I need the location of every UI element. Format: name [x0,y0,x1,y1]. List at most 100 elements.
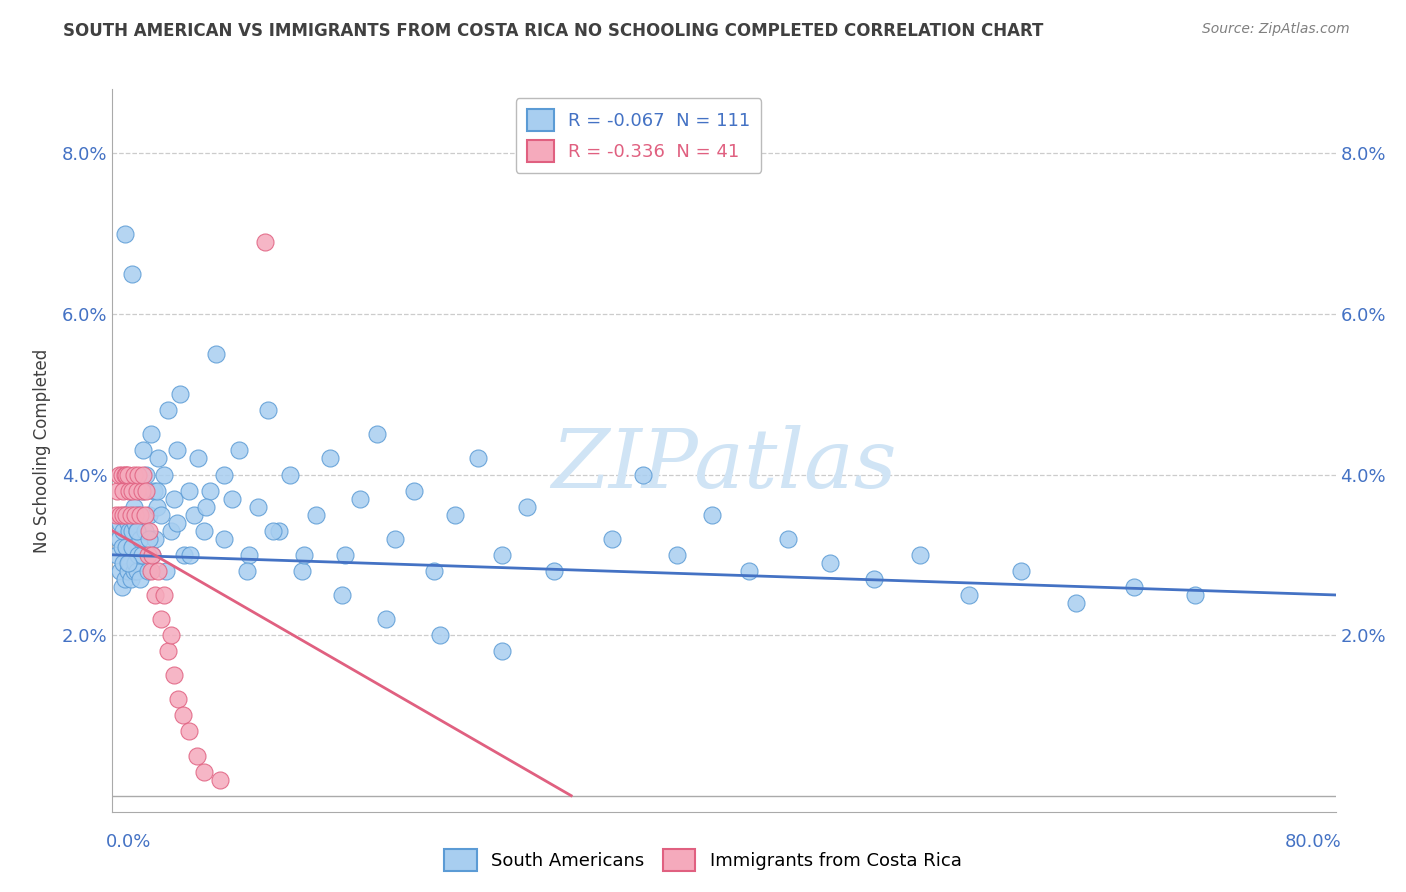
Point [467,451,489,466]
Point [132,467,155,482]
Point [118,524,141,538]
Point [212,467,235,482]
Point [148,451,170,466]
Point [330,588,353,602]
Point [118,556,141,570]
Point [114,227,136,241]
Point [125,524,148,538]
Text: Source: ZipAtlas.com: Source: ZipAtlas.com [1202,22,1350,37]
Point [131,548,153,562]
Point [122,500,145,514]
Point [132,443,155,458]
Point [127,467,149,482]
Point [112,508,135,522]
Point [142,483,165,498]
Point [108,516,131,530]
Point [238,548,260,562]
Point [186,748,208,763]
Point [138,532,160,546]
Point [543,564,565,578]
Point [177,483,200,498]
Point [111,540,134,554]
Point [112,483,135,498]
Point [112,524,135,538]
Point [122,564,145,578]
Point [205,347,228,361]
Point [163,491,186,506]
Point [121,267,143,281]
Point [384,532,406,546]
Point [121,483,143,498]
Point [143,532,166,546]
Legend: South Americans, Immigrants from Costa Rica: South Americans, Immigrants from Costa R… [437,842,969,879]
Point [305,508,328,522]
Point [107,532,129,546]
Point [155,564,177,578]
Point [135,467,157,482]
Point [402,483,425,498]
Point [349,491,371,506]
Text: 0.0%: 0.0% [107,833,152,851]
Point [631,467,654,482]
Point [172,708,194,723]
Point [167,692,190,706]
Text: 80.0%: 80.0% [1285,833,1341,851]
Point [291,564,314,578]
Point [665,548,688,562]
Point [208,772,231,787]
Point [150,508,173,522]
Point [908,548,931,562]
Point [105,548,128,562]
Point [1010,564,1032,578]
Point [125,483,148,498]
Point [120,572,142,586]
Point [1184,588,1206,602]
Point [132,483,155,498]
Point [156,403,179,417]
Point [159,524,181,538]
Point [818,556,841,570]
Point [169,387,191,401]
Point [1122,580,1144,594]
Point [1064,596,1087,610]
Point [166,516,188,530]
Point [422,564,444,578]
Point [571,130,593,145]
Point [136,564,159,578]
Point [236,564,259,578]
Point [121,540,143,554]
Point [105,483,128,498]
Point [183,508,205,522]
Point [139,427,162,442]
Point [124,556,146,570]
Point [122,467,145,482]
Point [150,612,173,626]
Point [257,403,280,417]
Point [139,564,162,578]
Point [153,467,176,482]
Point [125,524,148,538]
Point [153,588,176,602]
Point [187,451,209,466]
Point [114,572,136,586]
Point [127,508,149,522]
Point [108,564,131,578]
Point [111,580,134,594]
Point [254,235,277,249]
Point [269,524,291,538]
Point [115,508,138,522]
Point [863,572,886,586]
Point [141,548,163,562]
Point [366,427,388,442]
Point [112,556,135,570]
Point [127,548,149,562]
Point [262,524,284,538]
Point [146,500,169,514]
Point [957,588,980,602]
Point [148,564,170,578]
Point [117,467,139,482]
Point [318,451,340,466]
Point [134,524,156,538]
Point [134,508,156,522]
Point [117,516,139,530]
